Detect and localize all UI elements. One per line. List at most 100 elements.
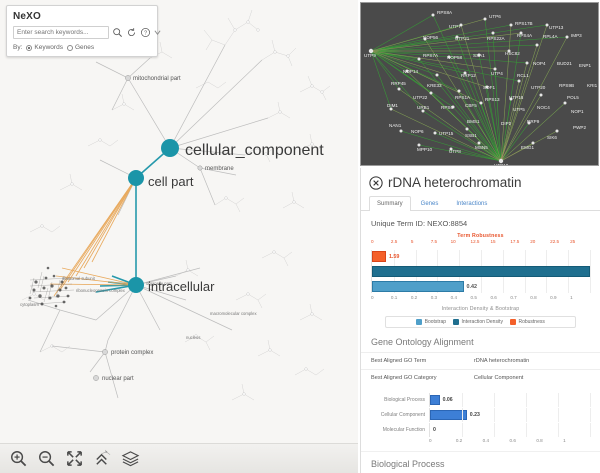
axis-tick: 0 [371,239,374,244]
radio-keywords[interactable]: Keywords [26,44,63,51]
tab-genes[interactable]: Genes [420,201,439,207]
go-bar-row-cellular-component: Cellular Component 0.23 [371,408,591,422]
axis-tick: 22.5 [550,239,560,244]
gene-label: MSN5 [475,145,488,150]
gene-label: RPS6 [441,105,453,110]
search-panel[interactable]: NeXO ? By: Keywords [6,5,161,57]
unique-term-id: Unique Term ID: NEXO:8854 [371,219,468,228]
gene-label: RPS17B [515,21,533,26]
svg-text:?: ? [144,31,147,37]
go-row-category: Best Aligned GO Category Cellular Compon… [361,369,600,386]
tab-interactions[interactable]: Interactions [456,201,488,207]
gene-label: NOP6 [411,129,424,134]
search-input[interactable] [13,26,109,39]
gene-label: KRE33 [427,83,442,88]
radio-genes-label: Genes [74,44,95,51]
axis-tick: 20 [530,239,536,244]
gene-label: UTP5 [513,107,525,112]
sync-icon[interactable] [126,27,137,38]
bar-row-interaction-density [372,265,590,278]
legend-item-robustness: Robustness [509,319,545,325]
ontology-graph[interactable]: mitochondrial part membrane protein comp… [0,0,358,473]
gene-label: RRP12 [461,73,476,78]
gene-label: IMP3 [571,33,582,38]
node-membrane [197,165,203,171]
search-icon[interactable] [112,27,123,38]
gene-labels: UTP9 UTP10 RPS8A UTP6 UTP7 RPS17B NOP56 … [364,10,598,166]
search-row[interactable]: ? [13,26,161,39]
gene-label: KRI1 [587,83,598,88]
zoom-out-icon[interactable] [37,449,56,468]
go-bar-row-molecular-function: Molecular Function 0 [371,423,591,437]
ontology-network-pane[interactable]: mitochondrial part membrane protein comp… [0,0,358,473]
axis-tick: 0.4 [450,295,458,300]
radio-genes[interactable]: Genes [66,44,95,51]
term-info-panel[interactable]: rDNA heterochromatin Summary Genes Inter… [360,168,600,473]
tab-bar[interactable]: Summary Genes Interactions [361,195,600,211]
gene-label: RPL4A [543,34,558,39]
go-key: Best Aligned GO Term [371,358,427,364]
axis-tick: 10 [450,239,456,244]
gene-label: DIP2 [501,121,512,126]
label-cell-part: cell part [148,174,194,189]
gene-label: NOP4 [533,61,546,66]
axis-tick: 1 [570,295,573,300]
go-bar-label: Molecular Function [382,427,425,433]
gene-label: RPS9B [559,83,574,88]
go-bar-row-biological-process: Biological Process 0.06 [371,393,591,407]
gene-label: RPS22A [487,36,506,41]
go-bar-label: Cellular Component [380,412,425,418]
tab-summary[interactable]: Summary [369,196,411,211]
gene-label: URB1 [417,105,430,110]
node-cellular-component[interactable] [161,139,179,157]
label-intracellular: intracellular [148,279,215,294]
collapse-icon[interactable] [93,449,112,468]
axis-tick: 0.7 [510,295,517,300]
zoom-in-icon[interactable] [9,449,28,468]
layers-icon[interactable] [121,449,140,468]
node-nuclear-part [93,375,99,381]
robustness-bars: 1.59 0.42 [371,250,591,293]
gene-label: SSA1 [473,53,485,58]
gene-label: UTP18 [509,95,524,100]
axis-tick: 0.5 [470,295,477,300]
chevron-down-icon[interactable] [154,28,161,37]
legend-label: Robustness [518,319,545,325]
axis-tick: 2.5 [390,239,398,244]
gene-network-pane[interactable]: UTP9 UTP10 RPS8A UTP6 UTP7 RPS17B NOP56 … [360,2,599,166]
gene-label: NOP56 [423,35,439,40]
axis-tick: 0.6 [490,295,497,300]
gene-label: UTP13 [549,25,564,30]
info-header: rDNA heterochromatin [361,168,600,195]
network-toolbar[interactable] [0,443,358,473]
gene-label: UTP21 [455,36,470,41]
search-by-row[interactable]: By: Keywords Genes [13,44,151,51]
go-alignment-title: Gene Ontology Alignment [371,337,474,347]
gene-label-hub-utp10: UTP10 [494,163,509,166]
gene-label: RCL1 [517,73,529,78]
gene-label: CBF5 [465,103,477,108]
axis-tick: 0.8 [530,295,537,300]
gene-label: RRP45 [391,81,406,86]
close-circle-icon[interactable] [369,175,383,190]
app-title: NeXO [13,11,42,22]
gene-label: NAN1 [389,123,402,128]
gene-label: ENP1 [579,63,591,68]
node-label-nucleus: nucleus [186,335,200,340]
axis-tick: 1 [563,438,566,443]
gene-label: RPS8A [437,10,453,15]
gene-label: MPP10 [417,147,433,152]
radio-keywords-label: Keywords [34,44,63,51]
robustness-chart-title: Term Robustness [457,233,504,239]
biological-process-title: Biological Process [361,451,600,473]
node-cell-part[interactable] [128,170,144,186]
gene-label: POL5 [567,95,579,100]
gene-label: RPS4A [517,33,533,38]
gene-network-graph[interactable]: UTP9 UTP10 RPS8A UTP6 UTP7 RPS17B NOP56 … [361,3,599,166]
axis-tick: 0 [429,438,432,443]
bar-row-bootstrap: 0.42 [372,280,590,293]
node-intracellular[interactable] [128,277,144,293]
help-icon[interactable]: ? [140,27,151,38]
node-label-mitochondrial-part: mitochondrial part [133,76,181,82]
fit-screen-icon[interactable] [65,449,84,468]
